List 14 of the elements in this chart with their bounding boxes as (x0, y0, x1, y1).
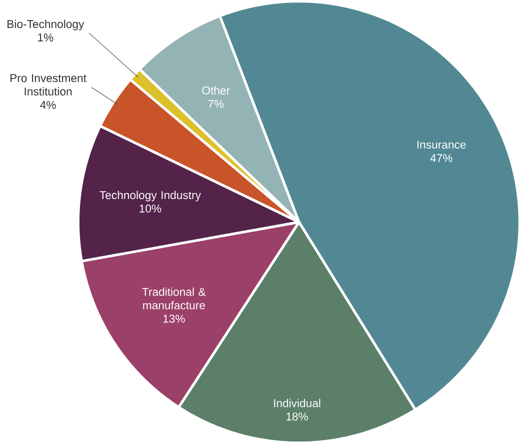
data-label: 18% (286, 412, 308, 421)
data-label: 7% (208, 100, 224, 108)
slice-label: Insurance (417, 140, 466, 149)
data-label: 13% (163, 314, 185, 323)
slice-label: Technology Industry (100, 190, 201, 202)
data-label: 4% (40, 100, 56, 109)
slice-label: Bio-Technology (8, 20, 84, 30)
data-label: 10% (140, 204, 162, 212)
data-label: 47% (430, 154, 452, 162)
data-label: 1% (38, 33, 54, 42)
slice-label: Pro Investment Institution (10, 74, 86, 96)
slice-label: Other (202, 86, 230, 94)
slice-label: Individual (274, 398, 320, 408)
slice-label: Traditional & manufacture (142, 288, 206, 310)
